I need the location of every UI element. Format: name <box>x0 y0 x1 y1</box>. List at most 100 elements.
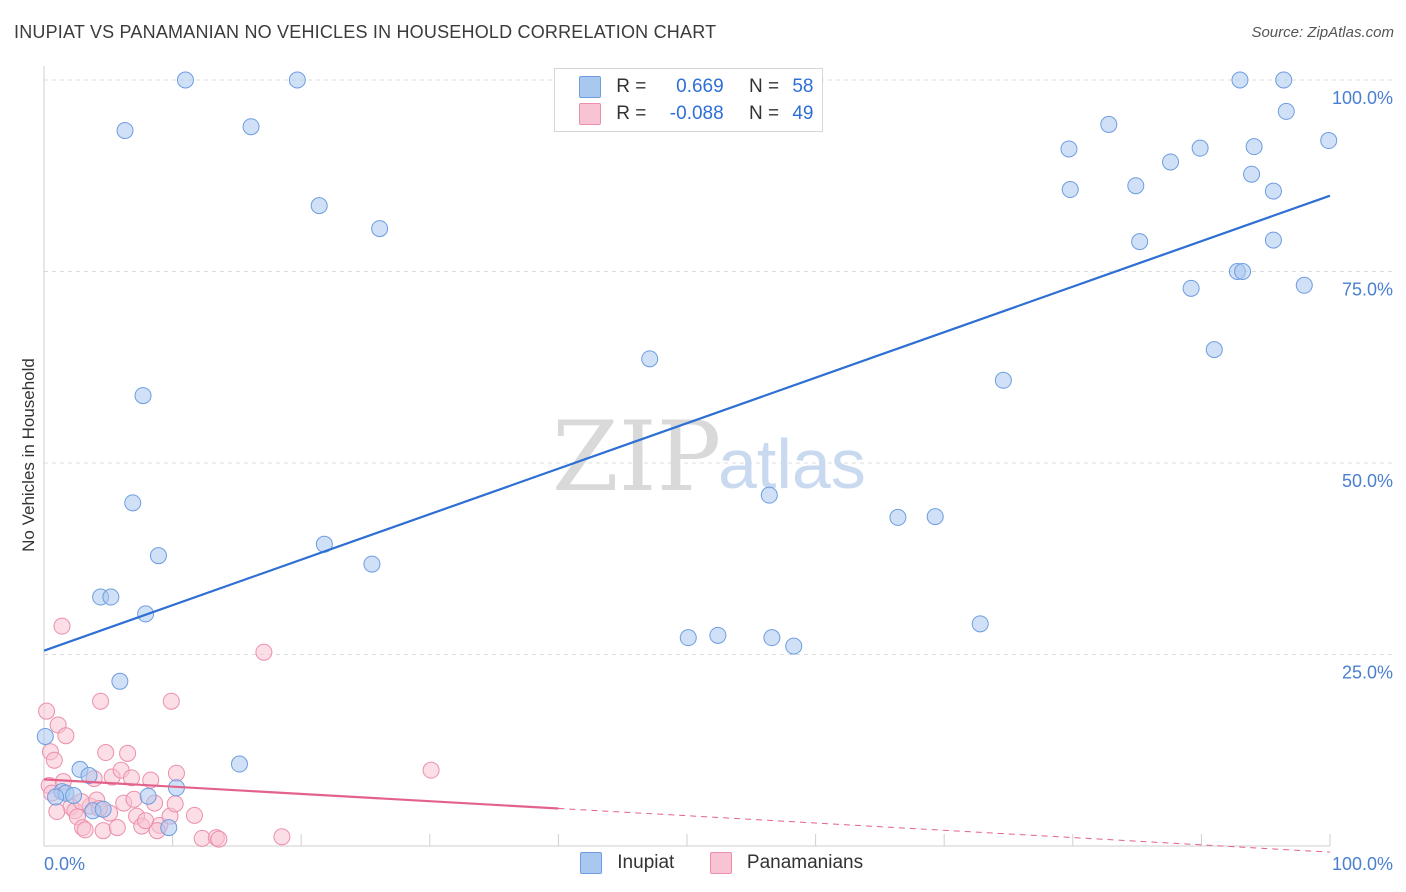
point-inupiat <box>111 672 129 690</box>
point-inupiat <box>926 508 944 526</box>
point-inupiat <box>1234 263 1252 280</box>
point-inupiat <box>124 494 142 512</box>
legend-n-label: N = <box>748 76 780 97</box>
point-inupiat <box>102 588 120 606</box>
point-inupiat <box>1275 71 1293 89</box>
legend-n-label: N = <box>748 103 780 124</box>
data-points <box>36 71 1338 848</box>
bottom-legend-swatch-panamanians <box>709 852 732 874</box>
point-inupiat <box>1191 139 1209 157</box>
point-inupiat <box>889 508 907 526</box>
bottom-legend: Inupiat Panamanians <box>580 852 893 874</box>
point-panamanians <box>162 692 180 710</box>
legend-swatch-panamanians <box>579 103 601 125</box>
point-inupiat <box>1277 102 1295 120</box>
point-inupiat <box>1264 231 1282 249</box>
bottom-legend-inupiat: Inupiat <box>580 852 674 874</box>
point-inupiat <box>1100 115 1118 133</box>
point-inupiat <box>1127 177 1145 195</box>
trendline-panamanians-extension <box>558 807 1331 853</box>
watermark: ZIP atlas <box>552 401 866 513</box>
point-inupiat <box>1320 132 1338 150</box>
y-tick-label: 50.0% <box>1342 471 1393 491</box>
point-inupiat <box>242 118 260 136</box>
point-inupiat <box>288 71 306 89</box>
point-inupiat <box>310 197 328 215</box>
point-inupiat <box>709 626 727 644</box>
legend-row-panamanians: R = -0.088 N = 49 <box>579 103 813 127</box>
trend-lines <box>43 194 1331 853</box>
point-inupiat <box>1205 341 1223 359</box>
point-panamanians <box>125 790 143 808</box>
legend-row-inupiat: R = 0.669 N = 58 <box>579 76 813 100</box>
bottom-legend-label: Panamanians <box>746 852 864 873</box>
watermark-atlas: atlas <box>718 425 866 503</box>
point-inupiat <box>1231 71 1249 89</box>
point-inupiat <box>65 786 83 804</box>
point-panamanians <box>166 795 184 813</box>
x-tick-label: 0.0% <box>44 854 85 874</box>
point-inupiat <box>80 767 98 785</box>
y-tick-label: 100.0% <box>1332 88 1393 108</box>
point-inupiat <box>160 819 178 837</box>
y-axis-label: No Vehicles in Household <box>19 358 38 552</box>
point-inupiat <box>679 629 697 647</box>
legend-r-value: -0.088 <box>669 103 724 124</box>
point-panamanians <box>48 803 66 821</box>
legend-r-value: 0.669 <box>676 76 724 97</box>
point-inupiat <box>363 555 381 573</box>
point-inupiat <box>230 755 248 773</box>
point-inupiat <box>1243 165 1261 183</box>
point-panamanians <box>185 806 203 824</box>
x-tick-label: 100.0% <box>1332 854 1393 874</box>
point-inupiat <box>1245 138 1263 156</box>
trendline-panamanians <box>43 778 559 810</box>
point-panamanians <box>92 692 110 710</box>
point-inupiat <box>139 787 157 805</box>
bottom-legend-swatch-inupiat <box>580 852 602 874</box>
point-panamanians <box>45 751 63 769</box>
point-panamanians <box>76 821 94 839</box>
legend-swatch-inupiat <box>579 76 601 98</box>
point-inupiat <box>785 637 803 655</box>
point-panamanians <box>57 727 75 745</box>
point-inupiat <box>149 547 167 565</box>
point-panamanians <box>210 830 228 848</box>
bottom-legend-panamanians: Panamanians <box>709 852 864 874</box>
legend-n-value: 49 <box>792 103 814 124</box>
point-inupiat <box>176 71 194 89</box>
point-panamanians <box>167 764 185 782</box>
point-inupiat <box>760 486 778 504</box>
point-panamanians <box>53 617 71 635</box>
point-panamanians <box>422 761 440 779</box>
point-inupiat <box>971 615 989 633</box>
point-panamanians <box>122 769 140 787</box>
point-inupiat <box>36 727 54 745</box>
point-inupiat <box>641 350 659 368</box>
point-inupiat <box>47 788 65 806</box>
grid-lines <box>44 79 1394 655</box>
point-inupiat <box>1182 279 1200 297</box>
y-tick-label: 75.0% <box>1342 280 1393 300</box>
point-panamanians <box>108 819 126 837</box>
point-inupiat <box>1060 140 1078 158</box>
point-panamanians <box>97 744 115 762</box>
point-panamanians <box>119 744 137 762</box>
point-inupiat <box>1131 233 1149 251</box>
legend-r-label: R = <box>616 76 647 97</box>
legend-n-value: 58 <box>792 76 814 97</box>
point-inupiat <box>371 220 389 238</box>
chart-title: INUPIAT VS PANAMANIAN NO VEHICLES IN HOU… <box>14 22 717 42</box>
point-panamanians <box>38 702 56 720</box>
legend: R = 0.669 N = 58 R = -0.088 N = 49 <box>554 68 823 132</box>
point-panamanians <box>255 643 273 661</box>
legend-r-label: R = <box>616 103 647 124</box>
source-label: Source: ZipAtlas.com <box>1251 24 1394 41</box>
point-inupiat <box>1264 182 1282 200</box>
y-tick-label: 25.0% <box>1342 663 1393 683</box>
point-inupiat <box>763 629 781 647</box>
point-inupiat <box>1061 181 1079 199</box>
point-inupiat <box>1295 276 1313 294</box>
tick-labels: 25.0% 50.0% 75.0% 100.0% 0.0% 100.0% <box>44 88 1393 874</box>
